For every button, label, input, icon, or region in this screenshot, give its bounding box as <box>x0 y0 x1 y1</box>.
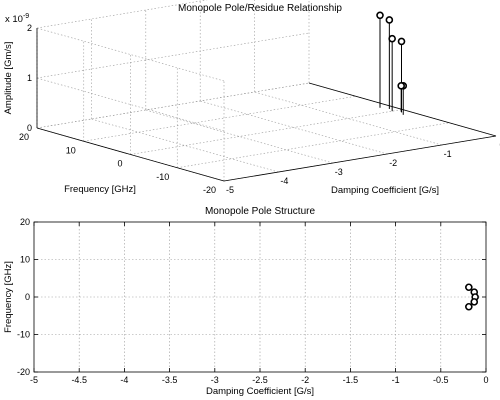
chart-3d-axes <box>36 28 497 182</box>
y-tick-label: -20 <box>17 367 30 377</box>
y-tick-label: 10 <box>66 145 76 155</box>
chart-3d-stems <box>379 15 404 115</box>
chart-3d-pole-residue: Monopole Pole/Residue Relationship -5 -4 -… <box>3 0 500 196</box>
chart-3d-z-axis-label: Amplitude [Gm/s] <box>3 42 14 115</box>
x-tick-label: -5 <box>226 185 234 195</box>
data-point-marker <box>397 82 405 90</box>
data-point-marker <box>376 11 384 20</box>
chart-2d-grid <box>33 221 487 373</box>
y-tick-label: 20 <box>20 217 30 227</box>
chart-3d-title: Monopole Pole/Residue Relationship <box>178 3 342 14</box>
chart-2d-x-axis-label: Damping Coefficient [G/s] <box>206 386 314 397</box>
chart-3d-y-axis-label: Frequency [GHz] <box>64 184 136 195</box>
z-tick-label: 1 <box>27 73 32 83</box>
data-point-marker <box>388 34 396 43</box>
x-tick-label: -5 <box>30 375 38 385</box>
chart-3d-z-exponent: x 10-9 <box>5 13 29 25</box>
x-tick-label: -1 <box>392 375 400 385</box>
data-point-marker <box>397 37 406 46</box>
y-tick-label: -20 <box>203 185 216 195</box>
chart-3d-points <box>376 11 408 90</box>
y-tick-label: 20 <box>19 132 29 142</box>
x-tick-label: -3 <box>211 375 219 385</box>
x-tick-label: -2 <box>301 375 309 385</box>
chart-2d-y-axis-label: Frequency [GHz] <box>3 261 14 333</box>
data-point-marker <box>465 283 473 292</box>
y-tick-label: 10 <box>20 255 30 265</box>
x-tick-label: -3 <box>335 167 343 177</box>
x-tick-label: 0 <box>483 375 488 385</box>
x-tick-label: -0.5 <box>433 375 449 385</box>
x-tick-label: -4 <box>120 375 128 385</box>
chart-2d-pole-structure: Monopole Pole Structure -5 -4.5 -4 -3.5 -3 -2… <box>3 206 489 397</box>
chart-3d-x-axis-label: Damping Coefficient [G/s] <box>331 185 439 196</box>
x-tick-label: -4 <box>280 176 288 186</box>
x-tick-label: -3.5 <box>162 375 178 385</box>
chart-2d-title: Monopole Pole Structure <box>205 206 316 217</box>
x-tick-label: -4.5 <box>71 375 87 385</box>
chart-2d-points <box>465 283 479 311</box>
chart-2d-plot-frame <box>33 221 487 373</box>
x-tick-label: -2 <box>389 158 397 168</box>
chart-3d-grid <box>36 0 497 182</box>
x-tick-label: -1.5 <box>343 375 359 385</box>
chart-2d-tick-labels: -5 -4.5 -4 -3.5 -3 -2.5 -2 -1.5 -1 -0.5 0 -20 -10 0 10… <box>17 217 489 385</box>
data-point-marker <box>465 302 473 311</box>
z-tick-label: 0 <box>27 123 32 133</box>
z-tick-label: 2 <box>27 23 32 33</box>
data-point-marker <box>470 298 479 306</box>
y-tick-label: 0 <box>117 159 122 169</box>
x-tick-label: -2.5 <box>252 375 268 385</box>
y-tick-label: -10 <box>17 330 30 340</box>
x-tick-label: -1 <box>444 149 452 159</box>
data-point-marker <box>385 16 394 24</box>
y-tick-label: 0 <box>25 292 30 302</box>
y-tick-label: -10 <box>156 172 169 182</box>
